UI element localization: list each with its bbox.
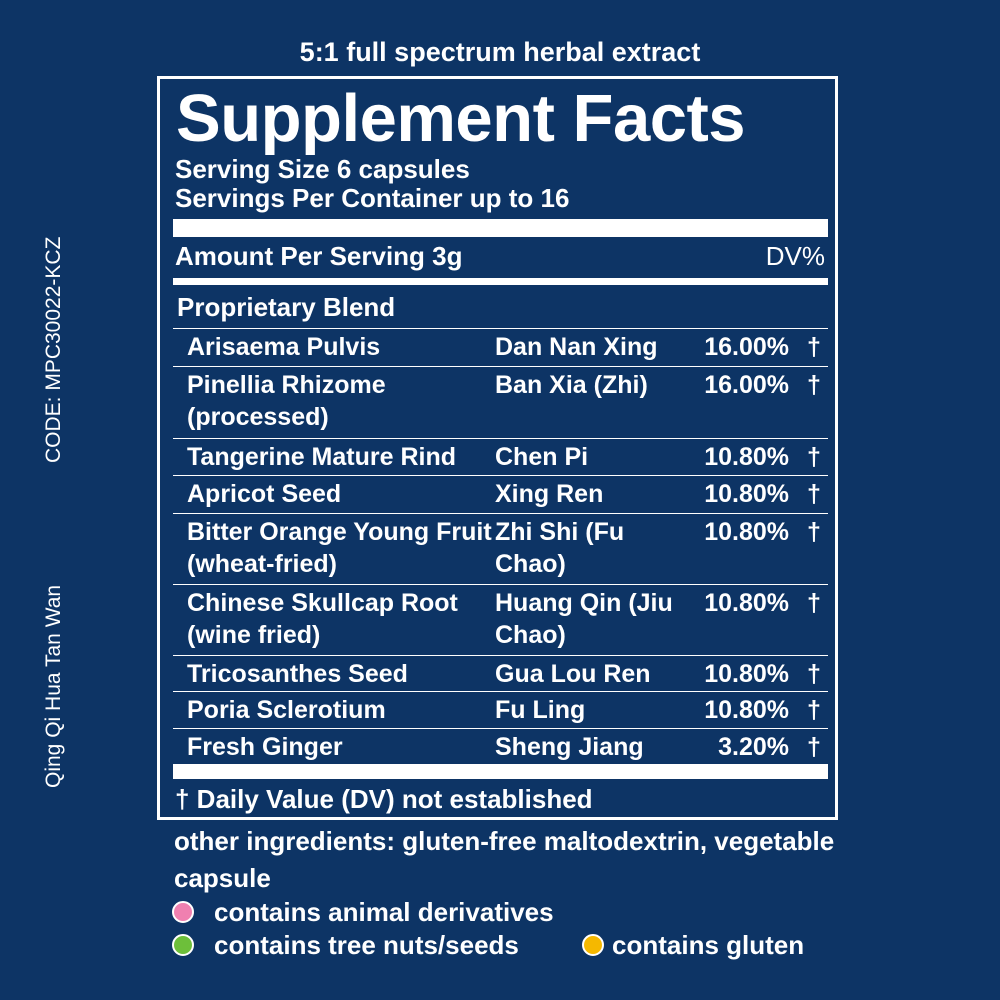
- thick-divider: [173, 219, 828, 237]
- dagger-mark: †: [807, 333, 821, 361]
- serving-size: Serving Size 6 capsules: [175, 154, 470, 184]
- ingredient-percent: 16.00%: [704, 371, 789, 399]
- ingredient-percent: 10.80%: [704, 518, 789, 546]
- ingredient-name: Tangerine Mature Rind: [187, 443, 457, 471]
- dagger-mark: †: [807, 443, 821, 471]
- blend-title: Proprietary Blend: [177, 292, 396, 322]
- pink-dot-icon: [172, 901, 194, 923]
- legend-animal: contains animal derivatives: [172, 897, 554, 927]
- ingredient-name: Poria Sclerotium: [187, 696, 386, 724]
- ingredient-percent: 10.80%: [704, 443, 789, 471]
- ingredient-name: Chinese Skullcap Root (wine fried): [187, 589, 458, 649]
- dagger-mark: †: [807, 589, 821, 617]
- bottom-divider: [173, 764, 828, 779]
- table-row: Tangerine Mature Rind Chen Pi 10.80% †: [173, 438, 828, 475]
- table-row: Pinellia Rhizome (processed) Ban Xia (Zh…: [173, 366, 828, 438]
- green-dot-icon: [172, 934, 194, 956]
- ingredient-percent: 3.20%: [718, 733, 789, 761]
- product-name: Qing Qi Hua Tan Wan: [42, 584, 65, 788]
- dagger-mark: †: [807, 371, 821, 399]
- table-row: Tricosanthes Seed Gua Lou Ren 10.80% †: [173, 655, 828, 691]
- servings-per-container: Servings Per Container up to 16: [175, 183, 570, 213]
- ingredient-pinyin: Sheng Jiang: [495, 733, 644, 761]
- supplement-facts-panel: Supplement Facts Serving Size 6 capsules…: [157, 76, 838, 820]
- other-ingredients: other ingredients: gluten-free maltodext…: [174, 826, 835, 893]
- ingredient-pinyin: Fu Ling: [495, 696, 586, 724]
- yellow-dot-icon: [582, 934, 604, 956]
- ingredient-name: Apricot Seed: [187, 480, 342, 508]
- legend-nuts-label: contains tree nuts/seeds: [214, 930, 519, 960]
- product-code: CODE: MPC30022-KCZ: [42, 236, 65, 463]
- ingredient-percent: 10.80%: [704, 589, 789, 617]
- ingredient-percent: 10.80%: [704, 696, 789, 724]
- ingredient-name: Pinellia Rhizome (processed): [187, 371, 386, 431]
- table-row: Poria Sclerotium Fu Ling 10.80% †: [173, 691, 828, 728]
- medium-divider: [173, 278, 828, 285]
- ingredient-percent: 10.80%: [704, 660, 789, 688]
- ingredient-table: Arisaema Pulvis Dan Nan Xing 16.00% † Pi…: [173, 328, 828, 766]
- ingredient-pinyin: Ban Xia (Zhi): [495, 371, 648, 399]
- dagger-mark: †: [807, 518, 821, 546]
- ingredient-name: Bitter Orange Young Fruit (wheat-fried): [187, 518, 492, 578]
- ingredient-pinyin: Xing Ren: [495, 480, 604, 508]
- table-row: Arisaema Pulvis Dan Nan Xing 16.00% †: [173, 328, 828, 366]
- dagger-mark: †: [807, 733, 821, 761]
- table-row: Chinese Skullcap Root (wine fried) Huang…: [173, 584, 828, 655]
- dv-footnote: † Daily Value (DV) not established: [175, 784, 593, 814]
- ingredient-pinyin: Dan Nan Xing: [495, 333, 658, 361]
- table-row: Bitter Orange Young Fruit (wheat-fried) …: [173, 513, 828, 584]
- ingredient-pinyin: Chen Pi: [495, 443, 589, 471]
- legend-animal-label: contains animal derivatives: [214, 897, 554, 927]
- ingredient-pinyin: Gua Lou Ren: [495, 660, 651, 688]
- ingredient-pinyin: Zhi Shi (Fu Chao): [495, 518, 625, 578]
- dagger-mark: †: [807, 660, 821, 688]
- amount-per-serving: Amount Per Serving 3g: [175, 241, 463, 271]
- dagger-mark: †: [807, 696, 821, 724]
- extract-subtitle: 5:1 full spectrum herbal extract: [299, 37, 701, 67]
- ingredient-percent: 16.00%: [704, 333, 789, 361]
- legend-gluten-label: contains gluten: [612, 930, 805, 960]
- ingredient-pinyin: Huang Qin (Jiu Chao): [495, 589, 673, 649]
- legend-gluten: contains gluten: [582, 930, 804, 960]
- table-row: Fresh Ginger Sheng Jiang 3.20% †: [173, 728, 828, 766]
- ingredient-name: Fresh Ginger: [187, 733, 343, 761]
- ingredient-name: Tricosanthes Seed: [187, 660, 408, 688]
- legend-nuts: contains tree nuts/seeds: [172, 930, 519, 960]
- ingredient-percent: 10.80%: [704, 480, 789, 508]
- ingredient-name: Arisaema Pulvis: [187, 333, 381, 361]
- table-row: Apricot Seed Xing Ren 10.80% †: [173, 475, 828, 513]
- dv-header: DV%: [765, 241, 825, 271]
- dagger-mark: †: [807, 480, 821, 508]
- facts-title: Supplement Facts: [176, 81, 746, 156]
